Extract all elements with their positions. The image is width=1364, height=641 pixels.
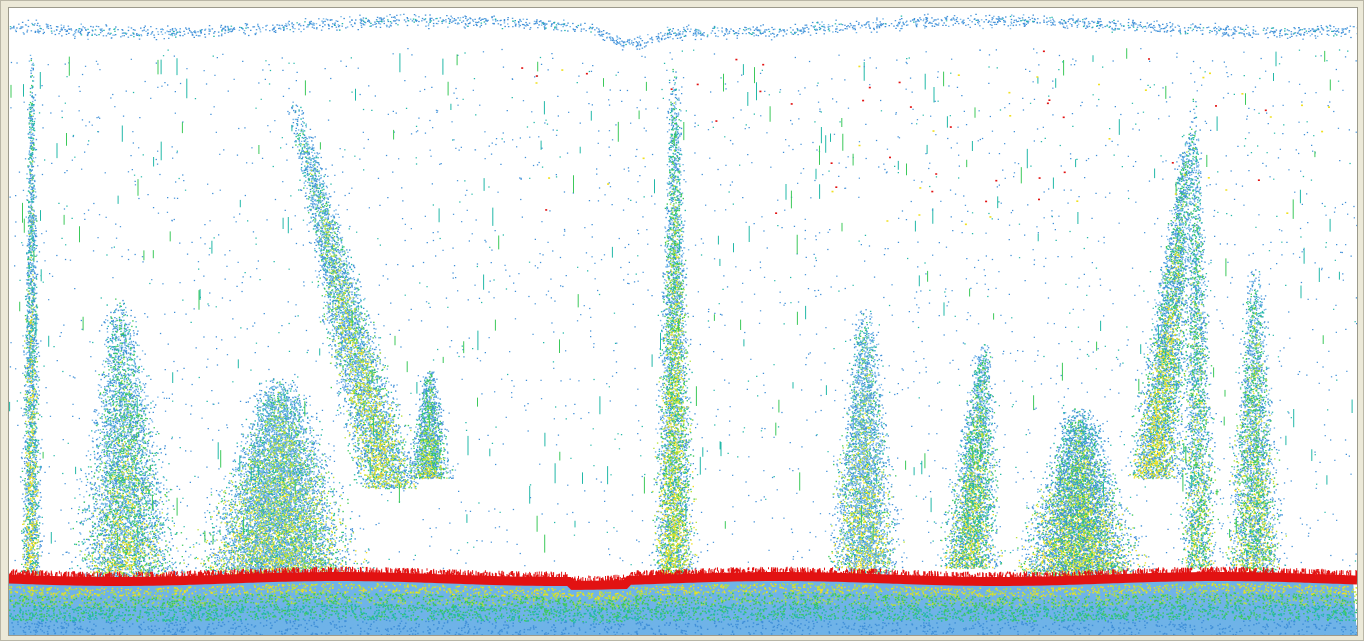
plume-echo [20,54,44,583]
plume-echo [1125,134,1196,479]
sub-bottom-band [9,576,1357,635]
plume-echo [831,337,905,585]
plume-echo [78,335,186,579]
plume-echo [941,347,1001,569]
echogram-image [9,8,1357,635]
seafloor-fringe [9,566,1357,586]
plume-echo [1018,452,1148,585]
plume-echo [1179,112,1223,570]
plume-echo [409,374,450,480]
plume-echo [1222,270,1287,584]
sub-bottom-echo [9,619,1357,635]
plume-echo [1132,133,1194,480]
seafloor-layer [9,566,1357,635]
plume-echo [1179,100,1215,568]
plume-echo [409,382,448,480]
fish-plumes [20,54,1287,585]
plume-echo [294,111,415,490]
plume-echo [406,370,454,479]
plume-echo [189,379,367,585]
sub-bottom-echo [9,603,1357,624]
plume-echo [1129,247,1186,480]
plume-echo [824,310,905,584]
plume-echo [831,393,896,585]
plume-echo [88,419,171,580]
plume-echo [940,344,999,570]
echogram-panel [8,7,1358,636]
plume-echo [1009,409,1136,585]
sub-bottom-echo [9,592,1357,624]
plume-echo [1181,101,1221,568]
plume-echo [937,345,1001,570]
sub-bottom-echo [9,582,1357,600]
plume-echo [1005,408,1141,585]
